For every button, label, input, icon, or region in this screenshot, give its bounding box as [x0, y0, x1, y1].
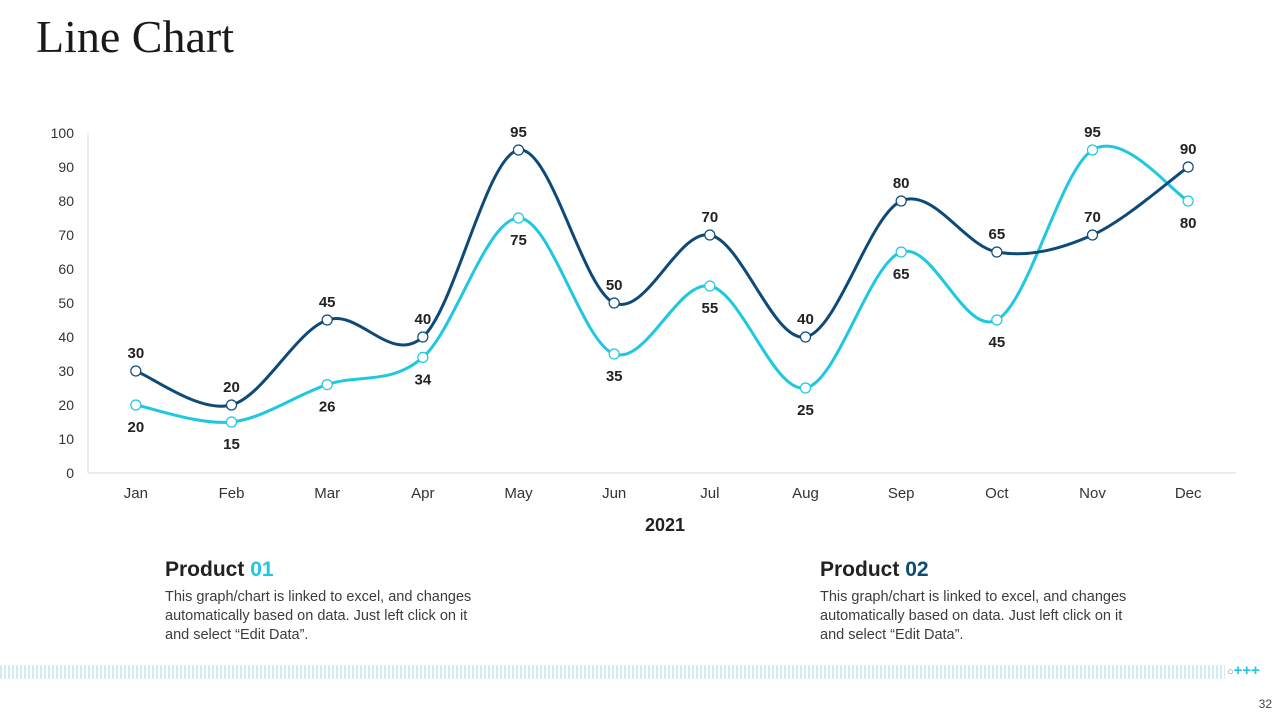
- data-point[interactable]: [799, 382, 812, 394]
- data-point[interactable]: [130, 365, 142, 377]
- y-tick-label: 50: [58, 295, 74, 311]
- data-label: 34: [414, 371, 431, 388]
- product-02-description: This graph/chart is linked to excel, and…: [820, 589, 1127, 643]
- data-point[interactable]: [704, 280, 716, 292]
- data-label: 70: [701, 209, 718, 226]
- data-label: 75: [510, 232, 527, 249]
- y-tick-label: 10: [58, 431, 74, 447]
- x-tick-label: Jun: [602, 485, 626, 502]
- y-tick-label: 20: [58, 397, 74, 413]
- series-layer: 20 15 26 34 75 35 55 25 65 45 95 80 30 20 45 40 95 50 70 40…: [127, 124, 1196, 453]
- y-tick-label: 80: [58, 193, 74, 209]
- x-tick-label: Feb: [219, 485, 245, 502]
- data-label: 55: [701, 300, 718, 317]
- x-tick-label: May: [504, 485, 533, 502]
- x-tick-label: Aug: [792, 485, 819, 502]
- data-point[interactable]: [704, 229, 716, 241]
- data-point[interactable]: [417, 351, 429, 363]
- y-tick-label: 0: [66, 465, 74, 481]
- data-label: 95: [510, 124, 527, 141]
- data-label: 80: [1180, 215, 1197, 232]
- data-point[interactable]: [895, 246, 907, 258]
- plus-icons: +++: [1233, 662, 1260, 679]
- x-axis-title: 2021: [645, 515, 685, 535]
- y-tick-label: 70: [58, 227, 74, 243]
- data-label: 65: [988, 226, 1005, 243]
- product-01-number: 01: [250, 558, 274, 581]
- data-label: 65: [893, 266, 910, 283]
- series-1: 20 15 26 34 75 35 55 25 65 45 95 80: [127, 124, 1196, 453]
- data-point[interactable]: [895, 195, 907, 207]
- series-2: 30 20 45 40 95 50 70 40 80 65 70 90: [127, 124, 1197, 411]
- data-label: 15: [223, 436, 240, 453]
- slide-title: Line Chart: [36, 11, 234, 62]
- data-point[interactable]: [417, 331, 429, 343]
- data-label: 45: [319, 294, 336, 311]
- data-point[interactable]: [512, 212, 525, 224]
- data-point[interactable]: [608, 297, 620, 309]
- data-point[interactable]: [321, 314, 333, 326]
- circle-icon: ○: [1227, 666, 1234, 678]
- data-point[interactable]: [225, 399, 238, 411]
- y-tick-label: 40: [58, 329, 74, 345]
- y-tick-label: 60: [58, 261, 74, 277]
- product-02-number: 02: [905, 558, 929, 581]
- data-point[interactable]: [1182, 161, 1194, 173]
- x-tick-label: Sep: [888, 485, 915, 502]
- product-02-label: Product: [820, 558, 900, 581]
- product-01-label: Product: [165, 558, 245, 581]
- data-point[interactable]: [225, 416, 238, 428]
- data-point[interactable]: [512, 144, 525, 156]
- x-tick-label: Apr: [411, 485, 434, 502]
- data-label: 90: [1180, 141, 1197, 158]
- data-label: 70: [1084, 209, 1101, 226]
- data-point[interactable]: [1182, 195, 1194, 207]
- data-label: 30: [127, 345, 144, 362]
- data-label: 40: [797, 311, 814, 328]
- data-label: 35: [606, 368, 623, 385]
- data-point[interactable]: [991, 246, 1003, 258]
- product-01-description: This graph/chart is linked to excel, and…: [165, 589, 472, 643]
- y-tick-label: 100: [51, 125, 75, 141]
- footer-pattern-band: [0, 665, 1225, 679]
- data-point[interactable]: [799, 331, 812, 343]
- footer-plus-decoration: ○+++: [1227, 662, 1260, 679]
- product-02-block: Product 02 This graph/chart is linked to…: [820, 558, 1140, 645]
- data-point[interactable]: [608, 348, 620, 360]
- page-number: 32: [1258, 697, 1272, 711]
- data-point[interactable]: [991, 314, 1003, 326]
- data-label: 26: [319, 399, 336, 416]
- y-tick-label: 30: [58, 363, 74, 379]
- data-label: 20: [223, 379, 240, 396]
- data-label: 80: [893, 175, 910, 192]
- product-01-heading: Product 01: [165, 558, 485, 582]
- data-label: 95: [1084, 124, 1101, 141]
- x-axis: Jan Feb Mar Apr May Jun Jul Aug Sep Oct Nov Dec: [88, 472, 1236, 502]
- product-01-block: Product 01 This graph/chart is linked to…: [165, 558, 485, 645]
- data-point[interactable]: [130, 399, 142, 411]
- series-line[interactable]: [135, 144, 1189, 424]
- data-point[interactable]: [1086, 229, 1099, 241]
- y-axis: 0 10 20 30 40 50 60 70 80 90 100: [51, 125, 89, 481]
- data-label: 50: [606, 277, 623, 294]
- data-label: 25: [797, 402, 814, 419]
- data-label: 45: [988, 334, 1005, 351]
- x-tick-label: Mar: [314, 485, 340, 502]
- data-point[interactable]: [1086, 144, 1099, 156]
- data-point[interactable]: [321, 379, 333, 391]
- y-tick-label: 90: [58, 159, 74, 175]
- x-tick-label: Dec: [1175, 485, 1202, 502]
- line-chart[interactable]: 0 10 20 30 40 50 60 70 80 90 100 Jan Feb Mar Apr May Ju…: [0, 0, 1280, 560]
- product-02-heading: Product 02: [820, 558, 1140, 582]
- x-tick-label: Nov: [1079, 485, 1106, 502]
- x-tick-label: Oct: [985, 485, 1009, 502]
- x-tick-label: Jul: [700, 485, 719, 502]
- data-label: 40: [414, 311, 431, 328]
- data-label: 20: [127, 419, 144, 436]
- x-tick-label: Jan: [124, 485, 148, 502]
- series-line[interactable]: [135, 148, 1190, 408]
